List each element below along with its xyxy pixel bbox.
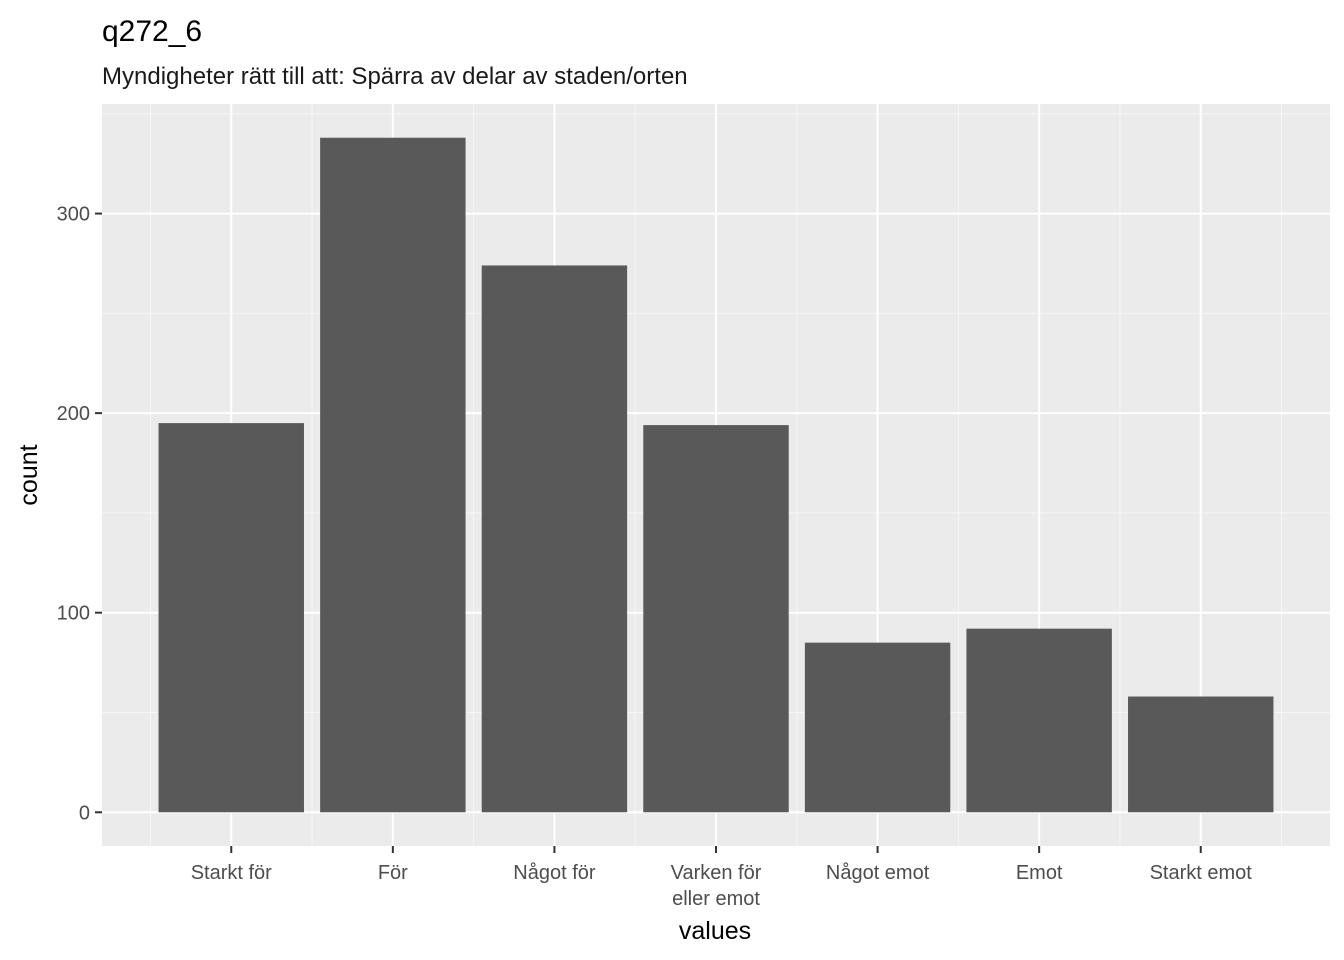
- x-tick-label: Emot: [1016, 862, 1063, 884]
- bar: [966, 628, 1112, 813]
- x-tick-label: Varken för: [671, 862, 762, 884]
- x-tick-label: Något för: [513, 862, 596, 884]
- x-tick-label: eller emot: [672, 888, 760, 910]
- y-tick-label: 200: [57, 403, 90, 425]
- bar: [643, 425, 789, 813]
- x-tick-label: Starkt emot: [1150, 862, 1253, 884]
- y-axis: 0 100 200 300: [57, 204, 102, 824]
- bar: [158, 423, 304, 813]
- x-tick-label: För: [378, 862, 408, 884]
- bar: [804, 642, 951, 813]
- x-axis-title: values: [679, 917, 751, 945]
- bar: [320, 137, 466, 813]
- chart-title: q272_6: [102, 15, 202, 48]
- x-axis: Starkt för För Något för Varken för eller em…: [191, 846, 1253, 910]
- bar: [481, 265, 628, 813]
- x-tick-label: Starkt för: [191, 862, 272, 884]
- bar: [1128, 696, 1274, 813]
- bars: [158, 137, 1274, 813]
- y-tick-label: 0: [79, 802, 90, 824]
- y-tick-label: 300: [57, 204, 90, 226]
- x-tick-label: Något emot: [826, 862, 930, 884]
- y-tick-label: 100: [57, 603, 90, 625]
- y-axis-title: count: [15, 444, 43, 505]
- chart-subtitle: Myndigheter rätt till att: Spärra av del…: [102, 63, 688, 90]
